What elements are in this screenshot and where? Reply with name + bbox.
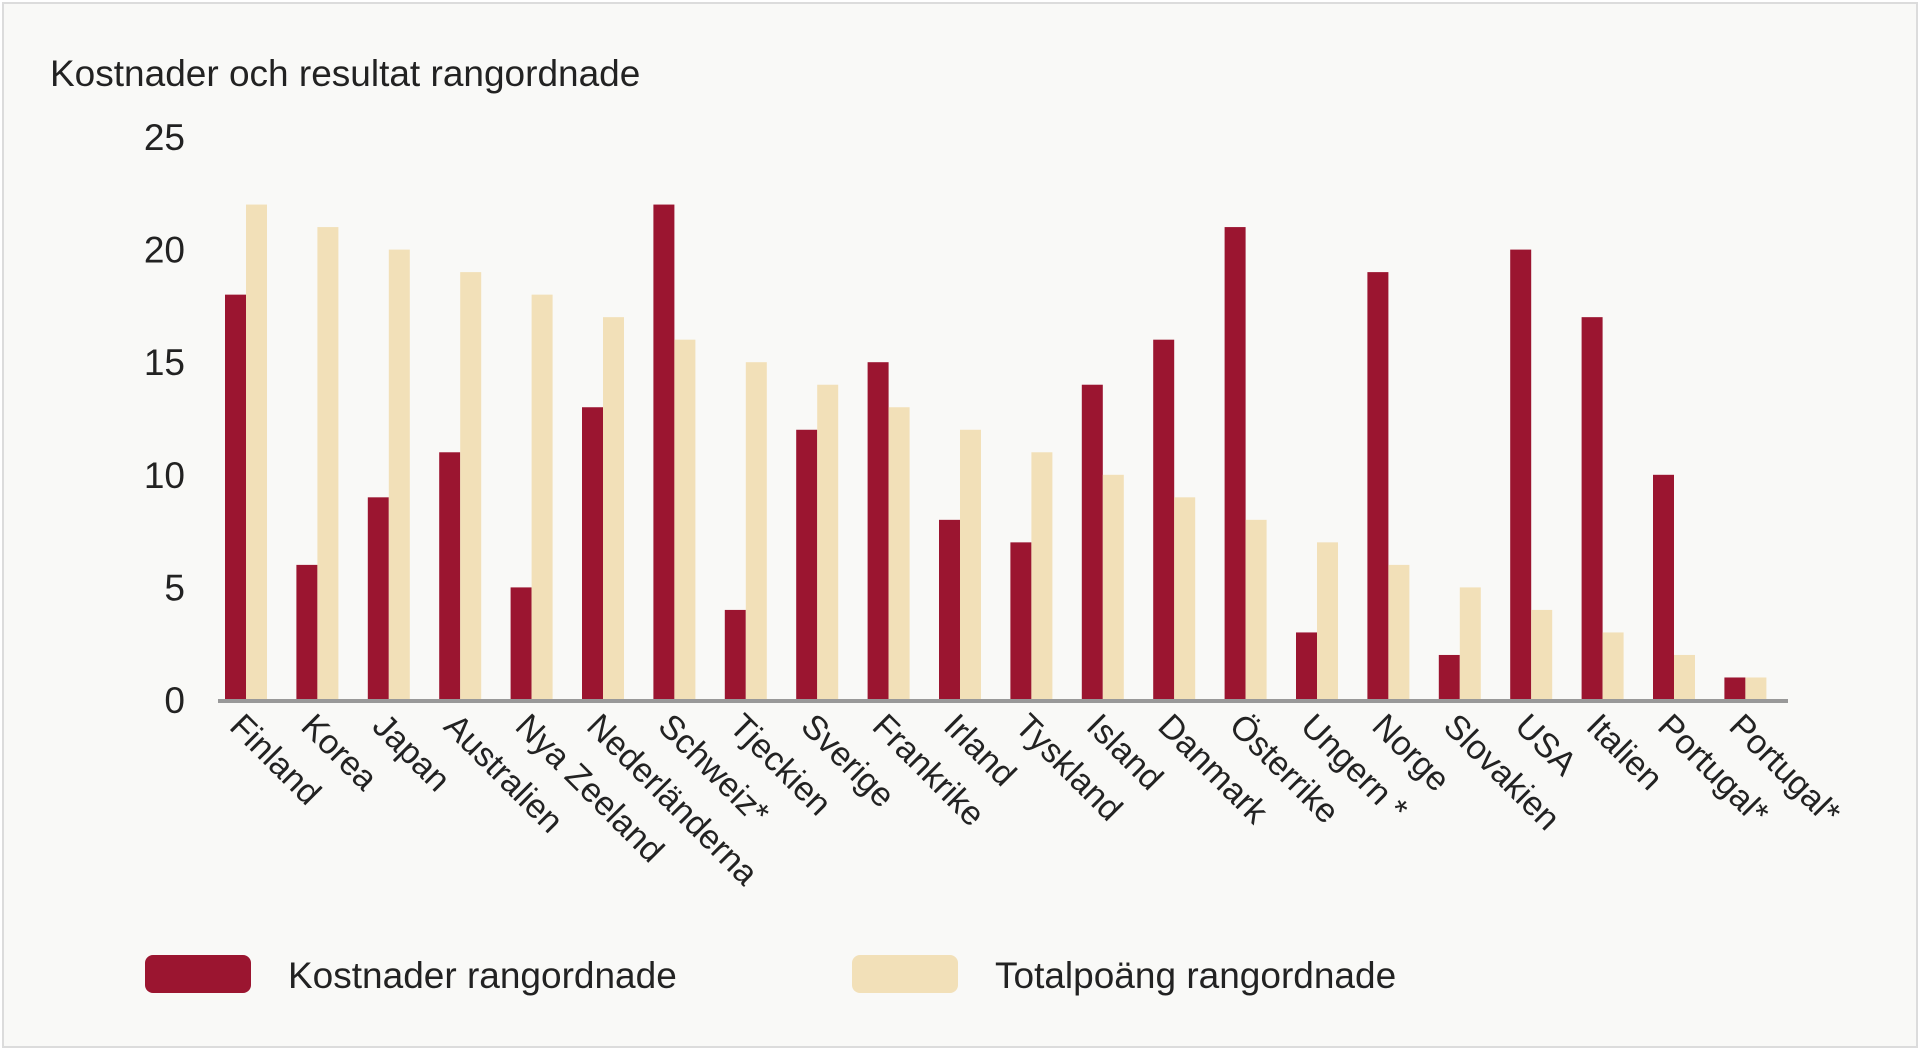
bar-totalpoang [603,317,624,700]
legend-swatch [145,955,251,993]
bar-totalpoang [1174,497,1196,700]
bar-kostnader [225,294,246,700]
bar-totalpoang [888,407,910,700]
bar-kostnader [1224,227,1246,700]
bar-kostnader [1510,249,1532,700]
bar-totalpoang [1388,564,1410,700]
bar-totalpoang [674,339,696,700]
bar-kostnader [1724,677,1746,700]
bar-totalpoang [1102,474,1124,700]
legend-swatch [852,955,958,993]
bar-kostnader [653,204,675,700]
y-tick-label: 20 [144,230,185,271]
bar-totalpoang [1602,632,1624,700]
bar-kostnader [510,587,532,700]
bar-totalpoang [1031,452,1053,700]
bar-kostnader [1367,272,1389,700]
bar-totalpoang [388,249,410,700]
bar-totalpoang [317,227,339,700]
bar-totalpoang [817,384,839,700]
bar-totalpoang [960,429,981,700]
legend-label: Kostnader rangordnade [288,955,677,996]
bar-kostnader [796,429,818,700]
y-tick-label: 15 [144,342,185,383]
bar-totalpoang [460,272,482,700]
y-tick-label: 25 [144,117,185,158]
bar-totalpoang [745,362,767,700]
bar-kostnader [1153,339,1175,700]
bar-kostnader [724,609,746,700]
bar-kostnader [439,452,461,700]
bar-kostnader [1581,317,1603,700]
bar-kostnader [1010,542,1032,700]
bar-totalpoang [1245,519,1267,700]
chart-title: Kostnader och resultat rangordnade [50,53,640,94]
y-tick-label: 0 [164,680,185,721]
legend-label: Totalpoäng rangordnade [995,955,1396,996]
bar-totalpoang [1531,609,1553,700]
bar-kostnader [582,407,603,700]
bar-kostnader [296,564,318,700]
x-tick-label: Japan [365,707,457,799]
bar-totalpoang [531,294,553,700]
y-tick-label: 10 [144,455,185,496]
x-tick-label: Italien [1579,707,1670,798]
bar-kostnader [367,497,389,700]
bar-kostnader [1296,632,1317,700]
bar-kostnader [939,519,960,700]
bar-kostnader [1081,384,1103,700]
bar-totalpoang [246,204,267,700]
bar-totalpoang [1674,654,1695,700]
bar-kostnader [1653,474,1674,700]
y-tick-label: 5 [164,567,185,608]
bar-kostnader [1438,654,1460,700]
bar-totalpoang [1745,677,1767,700]
bar-totalpoang [1459,587,1481,700]
bar-totalpoang [1317,542,1338,700]
bar-kostnader [867,362,889,700]
